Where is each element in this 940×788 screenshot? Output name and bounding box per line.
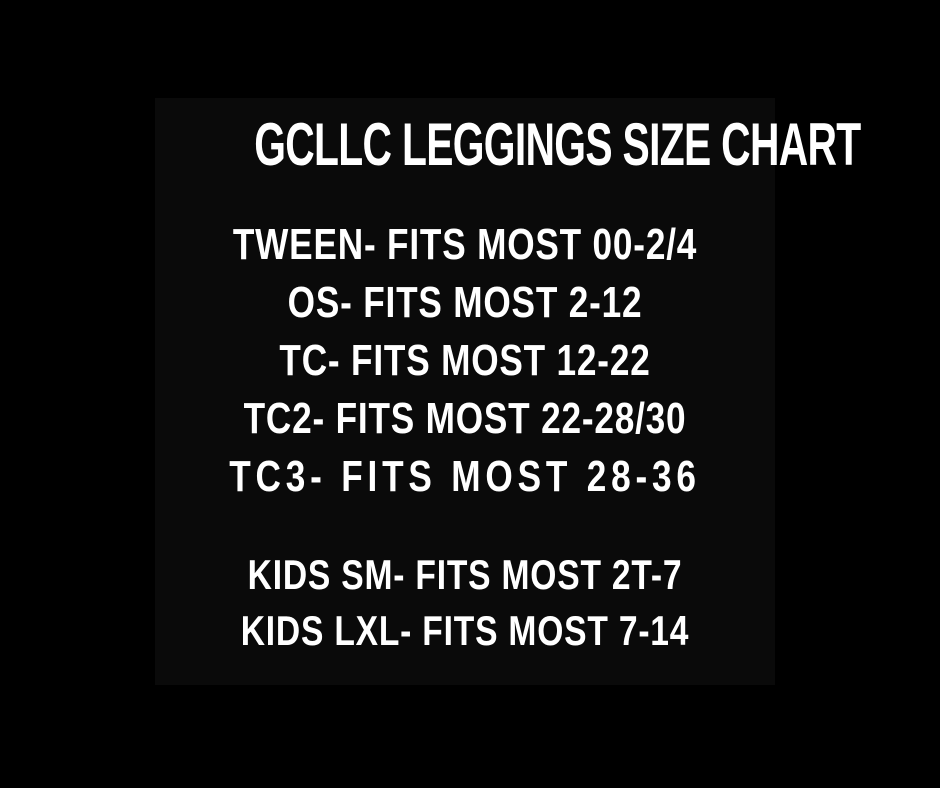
page-title: GCLLC LEGGINGS SIZE CHART xyxy=(254,111,861,178)
size-line-kids-sm: KIDS SM- FITS MOST 2T-7 xyxy=(247,551,683,598)
size-line-os: OS- FITS MOST 2-12 xyxy=(287,278,643,327)
kids-sizes-list: KIDS SM- FITS MOST 2T-7 KIDS LXL- FITS M… xyxy=(155,547,775,659)
size-line-tc: TC- FITS MOST 12-22 xyxy=(279,336,651,385)
size-line-kids-lxl: KIDS LXL- FITS MOST 7-14 xyxy=(240,607,690,654)
adult-sizes-list: TWEEN- FITS MOST 00-2/4 OS- FITS MOST 2-… xyxy=(155,216,775,506)
size-chart-panel: GCLLC LEGGINGS SIZE CHART TWEEN- FITS MO… xyxy=(155,98,861,685)
size-line-tc3: TC3- FITS MOST 28-36 xyxy=(229,452,701,501)
size-line-tc2: TC2- FITS MOST 22-28/30 xyxy=(243,394,687,443)
size-line-tween: TWEEN- FITS MOST 00-2/4 xyxy=(232,220,698,269)
